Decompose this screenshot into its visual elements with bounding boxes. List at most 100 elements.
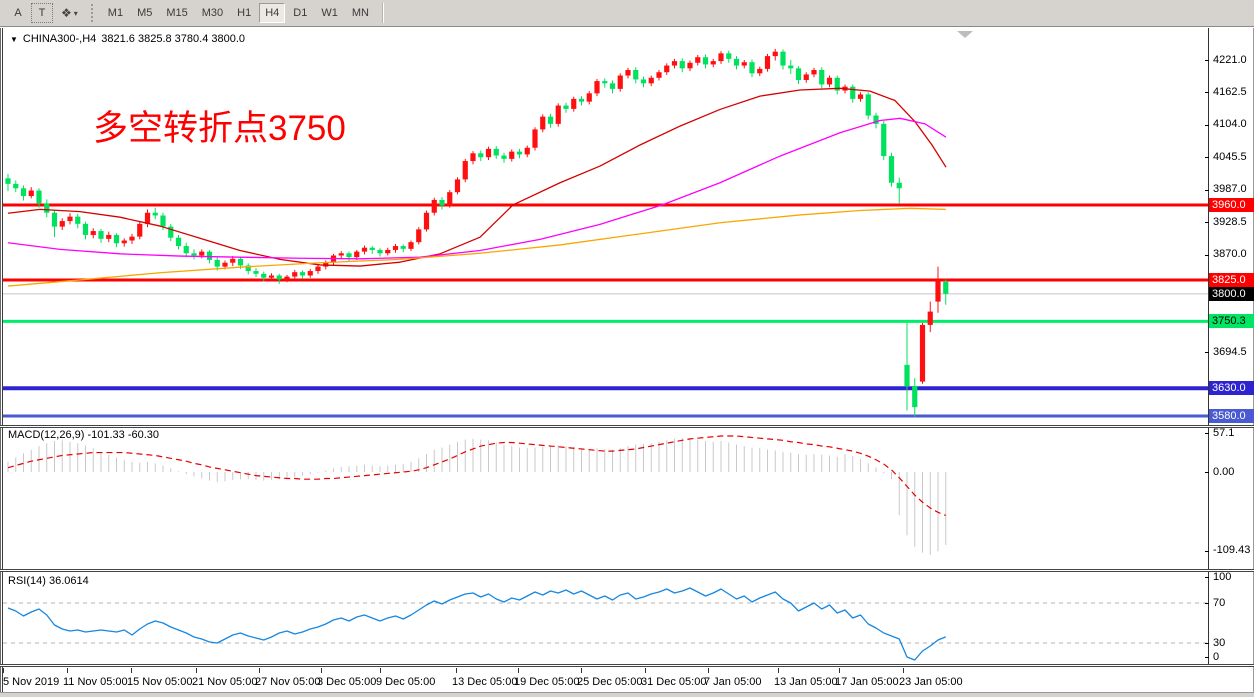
timeframe-button-M1[interactable]: M1: [107, 7, 124, 19]
rsi-label: RSI(14) 36.0614: [8, 575, 89, 587]
rsi-axis-label: 70: [1213, 596, 1226, 609]
timeframe-buttons: M1 M5 M15 M30 H1 H4 D1 W1 MN: [101, 3, 376, 23]
price-axis-border: [1208, 28, 1209, 667]
rsi-axis-label: 100: [1213, 570, 1232, 583]
time-axis-label[interactable]: 11 Nov 05:00: [63, 676, 128, 688]
timeframe-button-MN[interactable]: MN: [351, 7, 369, 19]
price-axis-tick: [1205, 92, 1209, 94]
toolbar: A T ❖ ▾ M1 M5 M15 M30 H1 H4 D1 W1 MN: [0, 0, 1254, 27]
rsi-axis-tick: [1205, 657, 1209, 658]
price-axis-label: 4045.5: [1213, 150, 1247, 163]
time-axis-label[interactable]: 7 Jan 05:00: [704, 676, 762, 688]
chart-collapse-icon[interactable]: ▼: [10, 34, 18, 44]
time-axis-tick: [3, 668, 4, 673]
macd-axis-tick: [1205, 472, 1209, 473]
price-axis-label: 3870.0: [1213, 248, 1247, 261]
chart-title: ▼ CHINA300-,H4 3821.6 3825.8 3780.4 3800…: [10, 33, 245, 45]
window-bottom-strip: [0, 692, 1254, 697]
time-axis-label[interactable]: 13 Jan 05:00: [774, 676, 838, 688]
macd-axis-label: -109.43: [1213, 544, 1251, 557]
price-axis-tag: 3750.3: [1209, 314, 1254, 329]
macd-axis-label: 57.1: [1213, 426, 1235, 439]
timeframe-button-W1[interactable]: W1: [321, 7, 338, 19]
price-axis-label: 3928.5: [1213, 215, 1247, 228]
window-frame-left: [0, 28, 1, 697]
timeframe-button-H4[interactable]: H4: [259, 3, 286, 23]
symbol-period-label: CHINA300-,H4: [22, 33, 97, 45]
time-axis-tick: [645, 668, 646, 673]
price-axis-tick: [1205, 222, 1209, 224]
time-axis-tick: [581, 668, 582, 673]
time-axis-label[interactable]: 27 Nov 05:00: [255, 676, 321, 688]
rsi-canvas[interactable]: [3, 573, 1208, 664]
time-axis-label[interactable]: 15 Nov 05:00: [127, 676, 193, 688]
time-axis-label[interactable]: 9 Dec 05:00: [376, 676, 436, 688]
price-axis-tick: [1205, 352, 1209, 354]
time-axis-tick: [903, 668, 904, 673]
ohlc-values: 3821.6 3825.8 3780.4 3800.0: [101, 33, 246, 45]
price-axis-tag: 3800.0: [1209, 286, 1254, 301]
time-axis-label[interactable]: 19 Dec 05:00: [514, 676, 580, 688]
window-frame-left-inner: [2, 28, 3, 697]
time-axis-tick: [321, 668, 322, 673]
price-axis-tag: 3630.0: [1209, 381, 1254, 396]
paint-tool-button[interactable]: ❖ ▾: [55, 3, 84, 23]
rsi-axis-label: 0: [1213, 650, 1220, 663]
time-axis-label[interactable]: 17 Jan 05:00: [835, 676, 899, 688]
rsi-axis-tick: [1205, 577, 1209, 578]
price-axis-label: 4162.5: [1213, 85, 1247, 98]
price-axis-label: 3694.5: [1213, 345, 1247, 358]
macd-axis-tick: [1205, 550, 1209, 552]
time-axis-tick: [380, 668, 381, 673]
text-tool-button[interactable]: T: [31, 3, 53, 23]
macd-canvas[interactable]: [3, 428, 1208, 568]
time-axis-label[interactable]: 3 Dec 05:00: [317, 676, 377, 688]
time-axis-label[interactable]: 31 Dec 05:00: [641, 676, 707, 688]
time-axis-tick: [259, 668, 260, 673]
timeframe-button-M30[interactable]: M30: [201, 7, 224, 19]
arrow-tool-button[interactable]: A: [14, 7, 22, 19]
pane-splitter-price-macd[interactable]: [0, 425, 1254, 428]
price-chart-canvas[interactable]: [3, 30, 1208, 425]
rsi-axis-tick: [1205, 603, 1209, 604]
timeframe-button-D1[interactable]: D1: [293, 7, 308, 19]
price-axis-label: 3987.0: [1213, 183, 1247, 196]
time-axis-label[interactable]: 21 Nov 05:00: [192, 676, 258, 688]
time-axis-label[interactable]: 13 Dec 05:00: [452, 676, 518, 688]
toolbar-separator: [381, 3, 383, 23]
price-annotation-text: 多空转折点3750: [93, 109, 346, 148]
chevron-down-icon: ▾: [73, 8, 78, 18]
price-axis-tick: [1205, 124, 1209, 126]
time-axis-tick: [518, 668, 519, 673]
pane-splitter-rsi-timeaxis: [0, 664, 1254, 667]
price-axis-tick: [1205, 189, 1209, 191]
price-axis-label: 4221.0: [1213, 53, 1247, 66]
time-axis-tick: [131, 668, 132, 673]
rsi-axis-tick: [1205, 643, 1209, 644]
price-axis-tag: 3960.0: [1209, 197, 1254, 212]
price-axis-label: 4104.0: [1213, 118, 1247, 131]
price-axis-tag: 3580.0: [1209, 409, 1254, 423]
toolbar-drag-handle[interactable]: [90, 4, 95, 22]
time-axis-tick: [778, 668, 779, 673]
chart-shift-marker-icon[interactable]: [957, 31, 973, 38]
price-axis-tick: [1205, 157, 1209, 159]
price-axis-tag: 3825.0: [1209, 272, 1254, 287]
time-axis-tick: [456, 668, 457, 673]
timeframe-button-H1[interactable]: H1: [237, 7, 252, 19]
timeframe-button-M5[interactable]: M5: [137, 7, 153, 19]
macd-label: MACD(12,26,9) -101.33 -60.30: [8, 429, 160, 441]
rsi-axis-label: 30: [1213, 636, 1226, 649]
timeframe-button-M15[interactable]: M15: [166, 7, 188, 19]
paint-tool-icon: ❖: [61, 6, 72, 20]
time-axis-label[interactable]: 23 Jan 05:00: [899, 676, 963, 688]
time-axis-label[interactable]: 25 Dec 05:00: [577, 676, 643, 688]
macd-axis-tick: [1205, 433, 1209, 434]
time-axis-label[interactable]: 5 Nov 2019: [3, 676, 60, 688]
time-axis-tick: [196, 668, 197, 673]
time-axis-tick: [708, 668, 709, 673]
price-axis-tick: [1205, 254, 1209, 256]
pane-splitter-macd-rsi[interactable]: [0, 569, 1254, 572]
macd-axis-label: 0.00: [1213, 465, 1235, 478]
